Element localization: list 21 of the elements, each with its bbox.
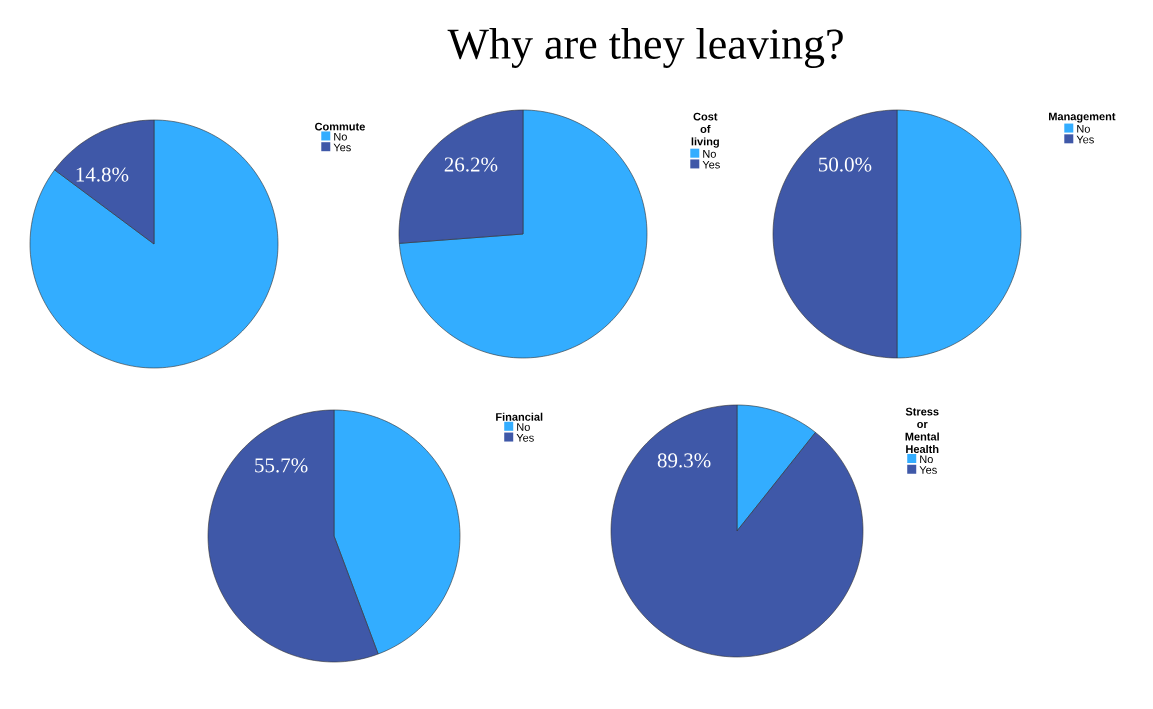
legend-title: Management <box>1049 112 1116 123</box>
data-label: 55.7% <box>255 458 308 473</box>
legend-label: Yes <box>333 143 351 152</box>
legend-label: Yes <box>919 466 937 474</box>
data-label: 89.3% <box>657 453 711 468</box>
data-label: 14.8% <box>76 167 129 182</box>
legend-label: No <box>334 132 347 141</box>
legend-label: No <box>517 423 530 431</box>
legend-label: No <box>920 455 933 464</box>
legend-label: Yes <box>516 433 534 442</box>
legend-title: Stress or Mental Health <box>905 407 939 454</box>
data-label: 26.2% <box>444 157 498 172</box>
data-label: 50.0% <box>819 157 872 172</box>
chart-title: Why are they leaving? <box>447 27 843 68</box>
legend-label: Yes <box>1076 135 1094 144</box>
legend-label: No <box>703 150 716 158</box>
legend-title: Financial <box>496 412 543 421</box>
legend-title: Cost of living <box>691 112 719 148</box>
legend-title: Commute <box>315 122 365 131</box>
legend-label: Yes <box>702 160 720 169</box>
legend-label: No <box>1077 125 1090 133</box>
